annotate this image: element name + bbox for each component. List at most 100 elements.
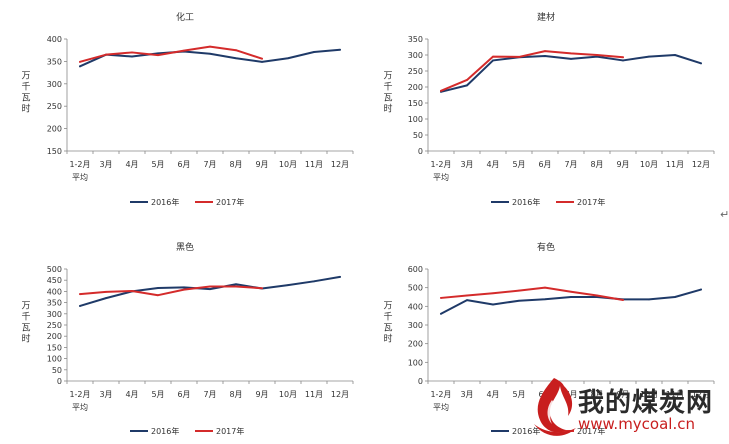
y-tick-label: 300 [408,51,423,60]
x-tick-label: 10月 [640,160,658,169]
data-point [209,285,211,288]
data-point [105,53,107,56]
x-tick-label: 4月 [486,160,499,169]
data-point [235,57,237,60]
data-point [157,287,159,289]
x-tick-label: 11月 [305,160,323,169]
series-line-2 [440,50,624,92]
x-tick-label: 10月 [279,160,297,169]
y-tick-label: 400 [47,35,62,44]
x-tick-label: 6月 [177,160,190,169]
data-point [209,45,211,48]
x-tick-label: 12月 [692,160,710,169]
y-tick-label: 300 [408,321,423,330]
y-tick-label: 200 [47,332,62,341]
data-point [287,284,289,287]
x-tick-label: 3月 [99,390,112,399]
x-tick-label: 9月 [255,390,268,399]
y-tick-label: 50 [413,131,423,140]
chart-title: 黑色 [176,241,194,253]
y-tick-label: 50 [52,366,62,375]
data-point [492,59,494,62]
data-point [544,50,546,53]
data-point [183,286,185,289]
y-axis-label-char: 万 [383,72,392,82]
y-tick-label: 0 [418,147,423,156]
x-tick-label: 4月 [125,390,138,399]
series-line-2 [440,286,624,301]
watermark-title: 我的煤炭网 [578,388,714,418]
y-tick-label: 350 [47,57,62,66]
data-point [596,54,598,56]
data-point [518,56,520,58]
y-tick-label: 200 [47,125,62,134]
paragraph-mark: ↵ [720,208,729,221]
x-tick-label: 5月 [512,390,525,399]
chart-title: 建材 [537,11,555,23]
y-tick-label: 100 [408,115,423,124]
x-tick-label: 12月 [331,160,349,169]
x-tick-label: 5月 [151,160,164,169]
legend-label: 2016年 [512,197,540,207]
x-tick-label: 7月 [564,390,577,399]
y-tick-label: 200 [408,83,423,92]
x-tick-label: 9月 [616,160,629,169]
data-point [596,294,598,297]
legend-label: 2017年 [577,426,605,436]
data-point [287,57,289,60]
y-tick-label: 250 [47,102,62,111]
chart-title: 有色 [537,241,555,253]
x-tick-label: 10月 [640,390,658,399]
legend: 2016年 2017年 [491,197,605,207]
data-point [209,288,211,291]
watermark-url: www.mycoal.cn [578,415,695,433]
y-tick-label: 350 [47,299,62,308]
data-point [544,55,546,57]
data-point [131,290,133,292]
series-line-1 [79,48,341,68]
y-tick-label: 200 [408,340,423,349]
y-tick-label: 600 [408,265,423,274]
y-tick-label: 150 [47,343,62,352]
data-point [440,89,442,92]
x-tick-label: 1-2月平均 [69,160,90,182]
y-tick-label: 100 [408,358,423,367]
y-axis-label-char: 瓦 [383,323,392,334]
y-axis-label-char: 瓦 [21,93,30,104]
data-point [183,288,185,291]
x-tick-label: 12月 [692,390,710,399]
data-point [466,79,468,81]
data-point [79,60,81,63]
legend-label: 2017年 [216,426,244,436]
x-tick-label: 3月 [460,160,473,169]
y-tick-label: 0 [418,377,423,386]
data-point [79,305,81,307]
y-tick-label: 0 [57,377,62,386]
data-point [313,51,315,53]
data-point [492,303,494,306]
legend-label: 2016年 [151,197,179,207]
data-point [518,299,520,302]
y-tick-label: 100 [47,355,62,364]
data-point [105,297,107,300]
data-point [235,285,237,288]
data-point [105,290,107,293]
x-tick-label: 8月 [229,160,242,169]
data-point [440,297,442,299]
y-axis-label-char: 千 [383,312,392,323]
y-axis-label-char: 时 [383,333,392,345]
y-axis-label-char: 千 [383,82,392,93]
legend: 2016年 2017年 [130,426,244,436]
x-tick-label: 6月 [177,390,190,399]
legend-label: 2017年 [216,197,244,207]
y-axis-label-char: 千 [21,312,30,323]
data-point [235,283,237,286]
data-point [700,62,702,65]
data-point [596,55,598,58]
data-point [157,54,159,57]
data-point [674,54,676,56]
x-tick-label: 8月 [590,390,603,399]
y-tick-label: 350 [408,35,423,44]
